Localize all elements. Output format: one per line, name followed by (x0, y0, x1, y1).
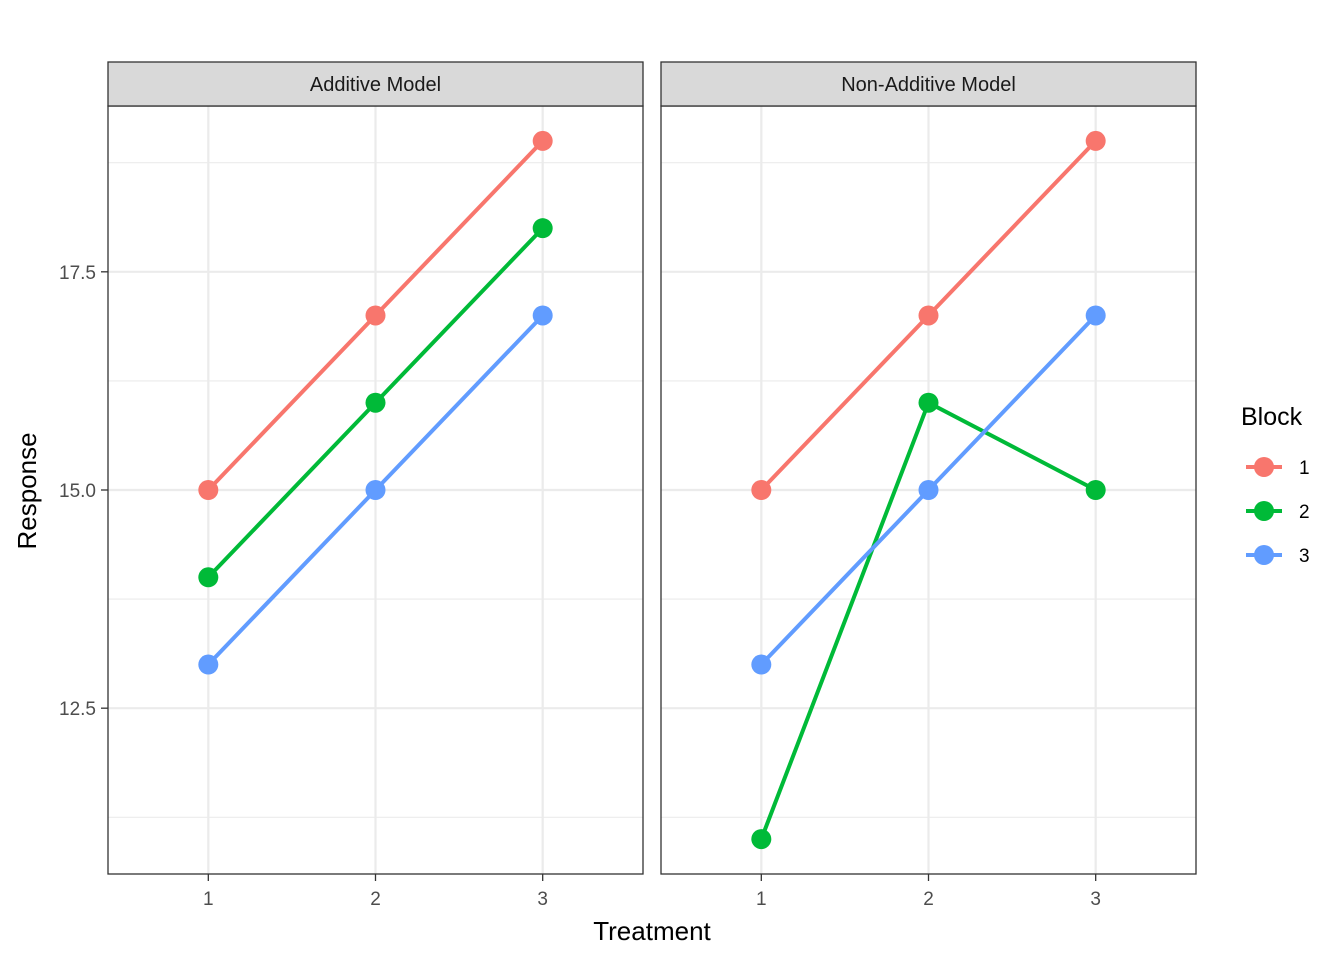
legend-key-point (1254, 501, 1274, 521)
facet-strip-label: Non-Additive Model (841, 74, 1016, 96)
data-point (532, 305, 553, 326)
data-point (1085, 305, 1106, 326)
legend-key-point (1254, 545, 1274, 565)
legend-label: 1 (1299, 458, 1310, 479)
data-point (751, 829, 772, 850)
facet-panel: Additive Model 1 2 3 (107, 61, 644, 910)
x-tick-label: 3 (1090, 889, 1101, 910)
x-tick-label: 1 (203, 889, 214, 910)
y-axis-title: Response (12, 432, 42, 549)
x-tick-label: 3 (537, 889, 548, 910)
facet-strip (660, 61, 1197, 107)
legend-key-point (1254, 457, 1274, 477)
x-tick-label: 1 (756, 889, 767, 910)
legend-key (1246, 457, 1282, 477)
x-tick-label: 2 (370, 889, 381, 910)
data-point (365, 480, 386, 500)
y-axis: 12.5 15.0 17.5 (59, 263, 108, 720)
legend-label: 2 (1299, 502, 1310, 523)
data-point (918, 480, 939, 500)
y-tick-label: 17.5 (59, 263, 96, 284)
legend-label: 3 (1299, 546, 1310, 567)
data-point (198, 480, 219, 500)
facet-panel: Non-Additive Model 1 2 3 (660, 61, 1197, 910)
data-point (918, 305, 939, 326)
data-point (751, 654, 772, 675)
facet-strip-label: Additive Model (310, 74, 441, 96)
data-point (365, 392, 386, 413)
facet-strip (107, 61, 644, 107)
x-axis-title: Treatment (593, 916, 711, 946)
data-point (532, 218, 553, 239)
data-point (198, 567, 219, 588)
data-point (198, 654, 219, 675)
data-point (1085, 130, 1106, 151)
y-tick-label: 15.0 (59, 481, 96, 502)
data-point (365, 305, 386, 326)
data-point (1085, 480, 1106, 500)
data-point (532, 130, 553, 151)
facet-panels: Additive Model 1 2 3 Non-Additive Model 1 2 3 (107, 61, 1197, 910)
legend: Block 1 2 3 (1241, 403, 1310, 567)
data-point (751, 480, 772, 500)
y-tick-label: 12.5 (59, 699, 96, 720)
x-tick-label: 2 (923, 889, 934, 910)
data-point (918, 392, 939, 413)
legend-key (1246, 545, 1282, 565)
legend-key (1246, 501, 1282, 521)
legend-title: Block (1241, 403, 1303, 431)
